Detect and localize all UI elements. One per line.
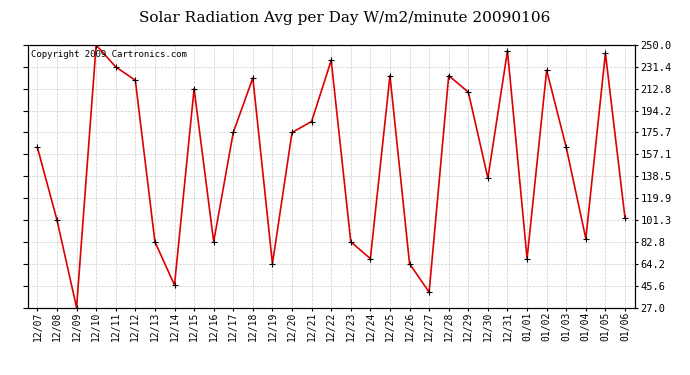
Text: Solar Radiation Avg per Day W/m2/minute 20090106: Solar Radiation Avg per Day W/m2/minute … <box>139 11 551 25</box>
Text: Copyright 2009 Cartronics.com: Copyright 2009 Cartronics.com <box>30 50 186 59</box>
